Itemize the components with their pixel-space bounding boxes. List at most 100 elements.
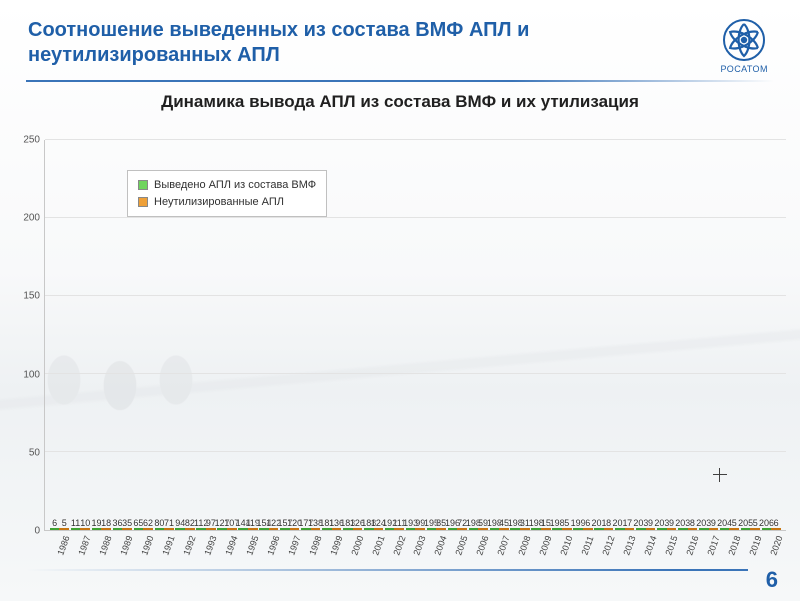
bar-group: 3635	[112, 528, 133, 530]
bar-not-utilized: 18	[101, 528, 111, 530]
bar-withdrawn: 206	[762, 528, 772, 530]
bar-withdrawn: 203	[699, 528, 709, 530]
bar-withdrawn: 203	[657, 528, 667, 530]
bar-value-label: 6	[585, 519, 590, 529]
bar-group: 65	[49, 528, 70, 530]
bar-not-utilized: 5	[59, 528, 69, 530]
bar-group: 2038	[677, 528, 698, 530]
bar-withdrawn: 204	[720, 528, 730, 530]
header: Соотношение выведенных из состава ВМФ АП…	[0, 0, 800, 74]
bar-value-label: 8	[606, 519, 611, 529]
gridline	[45, 451, 786, 452]
bar-not-utilized: 71	[164, 528, 174, 530]
y-tick: 100	[23, 369, 40, 380]
bar-group: 19815	[531, 528, 552, 530]
bar-group: 19585	[426, 528, 447, 530]
gridline	[45, 217, 786, 218]
title-line-1: Соотношение выведенных из состава ВМФ АП…	[28, 19, 529, 41]
bar-withdrawn: 203	[636, 528, 646, 530]
bar-group: 9482	[175, 528, 196, 530]
bar-value-label: 9	[648, 519, 653, 529]
chart-subtitle: Динамика вывода АПЛ из состава ВМФ и их …	[0, 92, 800, 112]
bar-value-label: 10	[80, 519, 90, 529]
bar-withdrawn: 196	[448, 528, 458, 530]
bar-withdrawn: 201	[594, 528, 604, 530]
bar-withdrawn: 198	[531, 528, 541, 530]
bar-group: 8071	[154, 528, 175, 530]
bar-group: 1985	[552, 528, 573, 530]
bar-withdrawn: 6	[50, 528, 60, 530]
bar-group: 2066	[761, 528, 782, 530]
bar-value-label: 65	[133, 519, 143, 529]
bar-value-label: 5	[564, 519, 569, 529]
bar-value-label: 71	[164, 519, 174, 529]
bar-group: 1110	[70, 528, 91, 530]
bar-withdrawn: 112	[196, 528, 206, 530]
bar-not-utilized: 10	[80, 528, 90, 530]
bar-group: 2039	[635, 528, 656, 530]
bar-withdrawn: 205	[741, 528, 751, 530]
bar-value-label: 11	[71, 519, 80, 529]
bar-group: 144119	[237, 528, 258, 530]
bar-not-utilized: 62	[143, 528, 153, 530]
bar-withdrawn: 65	[134, 528, 144, 530]
gridline	[45, 139, 786, 140]
bar-not-utilized: 35	[122, 528, 132, 530]
bar-group: 19399	[405, 528, 426, 530]
legend-row-b: Неутилизированные АПЛ	[138, 194, 316, 211]
y-tick: 50	[29, 447, 40, 458]
bar-value-label: 94	[175, 519, 185, 529]
bar-value-label: 5	[62, 519, 67, 529]
bar-not-utilized: 6	[771, 528, 781, 530]
bar-group: 127107	[217, 528, 238, 530]
bar-value-label: 6	[774, 519, 779, 529]
bar-withdrawn: 80	[155, 528, 165, 530]
bar-withdrawn: 198	[490, 528, 500, 530]
y-tick: 200	[23, 213, 40, 224]
atom-icon	[722, 18, 766, 62]
bar-value-label: 62	[143, 519, 153, 529]
bar-group: 2018	[593, 528, 614, 530]
bar-value-label: 6	[52, 519, 57, 529]
bar-value-label: 9	[669, 519, 674, 529]
bar-group: 2017	[614, 528, 635, 530]
bar-group: 11297	[196, 528, 217, 530]
title-underline	[26, 80, 774, 82]
bar-withdrawn: 198	[469, 528, 479, 530]
slide: Соотношение выведенных из состава ВМФ АП…	[0, 0, 800, 601]
bar-group: 181136	[321, 528, 342, 530]
bar-value-label: 5	[753, 519, 758, 529]
bar-value-label: 9	[711, 519, 716, 529]
legend: Выведено АПЛ из состава ВМФ Неутилизиров…	[127, 170, 327, 217]
bar-withdrawn: 19	[92, 528, 102, 530]
bar-group: 19831	[510, 528, 531, 530]
bar-value-label: 35	[122, 519, 132, 529]
y-tick: 150	[23, 291, 40, 302]
bar-group: 188124	[363, 528, 384, 530]
bar-group: 2045	[719, 528, 740, 530]
bar-group: 2039	[656, 528, 677, 530]
bar-withdrawn: 11	[71, 528, 81, 530]
bar-withdrawn: 36	[113, 528, 123, 530]
bar-group: 19845	[489, 528, 510, 530]
bar-withdrawn: 195	[427, 528, 437, 530]
legend-label-b: Неутилизированные АПЛ	[154, 194, 284, 211]
bar-withdrawn: 94	[175, 528, 185, 530]
legend-swatch-orange	[138, 197, 148, 207]
bar-group: 183126	[342, 528, 363, 530]
bar-value-label: 5	[732, 519, 737, 529]
bar-withdrawn: 193	[406, 528, 416, 530]
chart: 050100150200250 651110191836356562807194…	[10, 136, 786, 559]
bar-value-label: 7	[627, 519, 632, 529]
logo-label: РОСАТОМ	[721, 64, 769, 74]
bar-group: 157120	[279, 528, 300, 530]
bar-withdrawn: 201	[615, 528, 625, 530]
legend-label-a: Выведено АПЛ из состава ВМФ	[154, 177, 316, 194]
bar-withdrawn: 199	[573, 528, 583, 530]
bar-group: 1996	[572, 528, 593, 530]
bar-withdrawn: 198	[510, 528, 520, 530]
gridline	[45, 295, 786, 296]
y-tick: 0	[34, 526, 40, 537]
x-axis: 1986198719881989199019911992199319941995…	[44, 533, 786, 559]
bar-group: 6562	[133, 528, 154, 530]
